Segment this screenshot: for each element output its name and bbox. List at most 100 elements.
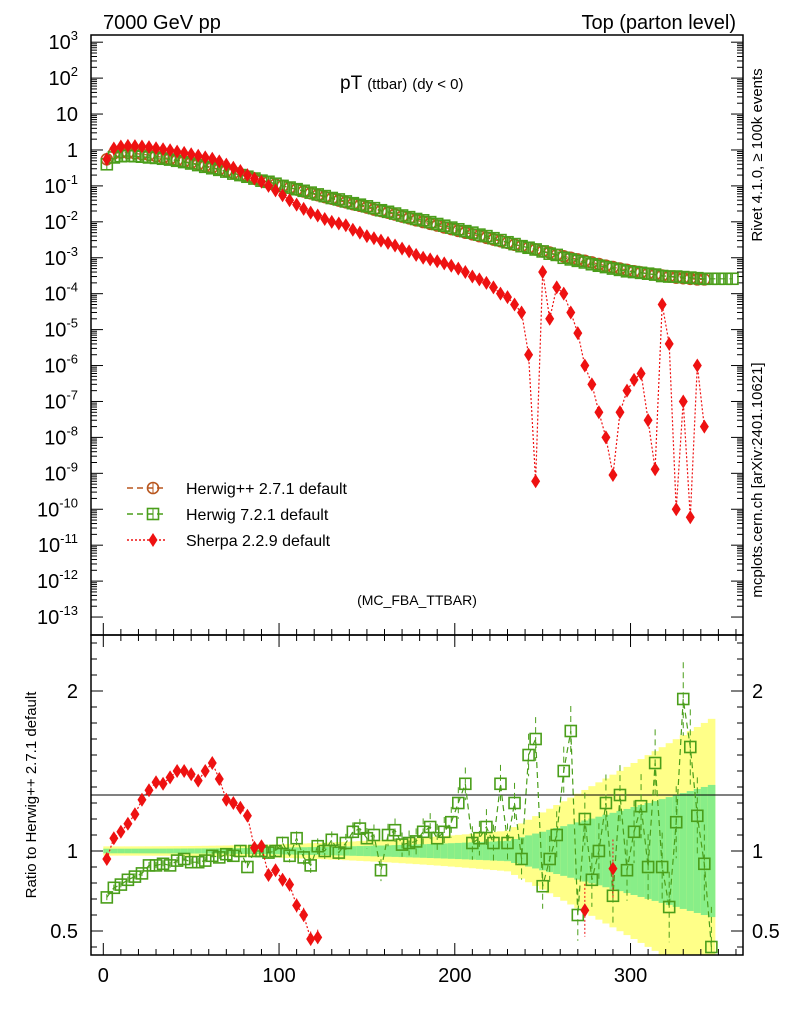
data-point (698, 272, 711, 286)
data-point (397, 241, 407, 256)
ratio-band-green (138, 848, 146, 854)
data-point (430, 217, 444, 231)
ratio-data-point (332, 846, 346, 859)
data-point (179, 145, 189, 160)
ratio-data-point (353, 822, 367, 835)
ratio-data-point (346, 825, 360, 839)
ratio-data-point (100, 891, 114, 904)
data-point (459, 224, 472, 238)
data-point (460, 265, 470, 280)
ratio-series-diamond (102, 756, 618, 947)
data-point (304, 186, 317, 199)
data-point (564, 253, 578, 266)
ratio-band-green (686, 791, 695, 911)
data-point (292, 197, 302, 212)
ratio-data-point (360, 831, 374, 845)
data-point (650, 462, 660, 477)
legend: Herwig++ 2.7.1 default Herwig 7.2.1 defau… (127, 481, 348, 550)
data-point (102, 152, 112, 167)
data-point (228, 160, 238, 175)
legend-marker (148, 533, 158, 547)
ratio-data-point (543, 852, 556, 866)
ratio-band-green (553, 828, 561, 874)
data-point (271, 183, 281, 198)
data-point (543, 247, 556, 260)
data-point (395, 209, 409, 222)
ratio-data-point (278, 872, 288, 887)
ratio-band-green (679, 793, 688, 909)
ratio-data-point (459, 777, 472, 791)
data-point (193, 148, 203, 163)
rivet-version-label: Rivet 4.1.0, ≥ 100k events (749, 68, 766, 241)
ratio-band-green (342, 846, 350, 856)
ratio-data-point (179, 764, 189, 778)
data-point (144, 140, 154, 155)
ratio-data-point (409, 835, 423, 848)
ratio-y-tick-label-right: 0.5 (752, 921, 780, 943)
data-point (545, 311, 555, 326)
data-point (299, 201, 309, 216)
data-point (332, 193, 346, 206)
data-point (453, 261, 463, 276)
ratio-y-axis-label: Ratio to Herwig++ 2.7.1 default (23, 691, 40, 899)
data-point (599, 260, 613, 274)
ratio-data-point (235, 800, 245, 815)
ratio-band-green (398, 844, 407, 858)
data-point (573, 326, 583, 341)
ratio-band-green (377, 845, 385, 857)
ratio-data-point (691, 809, 704, 823)
data-point (508, 237, 521, 251)
ratio-band-green (532, 833, 540, 869)
data-point (339, 195, 353, 208)
ratio-band-green (243, 848, 252, 854)
ratio-data-point (263, 868, 273, 882)
ratio-band-green (707, 784, 716, 918)
ratio-data-point (705, 940, 718, 954)
ratio-data-point (395, 838, 409, 851)
ratio-data-point (585, 873, 599, 887)
ratio-band-green (103, 848, 111, 854)
ratio-band-green (363, 845, 371, 857)
ratio-data-point (221, 792, 231, 807)
y-tick-label: 10-10 (37, 495, 78, 521)
ratio-data-point (306, 932, 316, 946)
ratio-data-point (102, 852, 112, 866)
ratio-data-point (571, 908, 585, 922)
data-point (165, 143, 175, 158)
data-point (552, 280, 562, 295)
ratio-band-green (700, 786, 709, 916)
ratio-data-point (325, 833, 339, 847)
data-point (402, 210, 416, 224)
ratio-data-point (683, 740, 697, 754)
ratio-band-green (110, 848, 118, 854)
data-point (726, 272, 739, 286)
data-point (657, 297, 667, 312)
data-point (676, 270, 690, 284)
data-point (536, 245, 549, 258)
ratio-data-point (494, 777, 507, 791)
ratio-panel: 0.5 0.5 1 1 2 2 Ratio to Herwig++ 2.7.1 defau… (23, 634, 780, 956)
data-point (446, 258, 456, 273)
ratio-data-point (515, 852, 528, 866)
data-point (712, 272, 725, 286)
plot-title: pT (ttbar) (dy < 0) (340, 73, 463, 94)
ratio-data-point (606, 889, 620, 903)
ratio-data-point (662, 900, 676, 914)
data-point (334, 216, 344, 231)
legend-marker (146, 507, 160, 521)
ratio-data-point (529, 732, 542, 746)
data-point (608, 467, 618, 482)
ratio-band-green (525, 835, 533, 867)
ratio-band-green (567, 824, 575, 878)
ratio-data-point (234, 844, 247, 858)
ratio-data-point (107, 881, 121, 895)
ratio-band-green (215, 848, 224, 854)
ratio-band-green (187, 848, 196, 854)
data-point (606, 262, 620, 275)
data-point (318, 189, 332, 203)
data-point (510, 297, 520, 312)
data-point (158, 142, 168, 157)
legend-marker (146, 481, 160, 495)
y-tick-label: 10-5 (44, 316, 78, 342)
ratio-data-point (135, 867, 149, 880)
